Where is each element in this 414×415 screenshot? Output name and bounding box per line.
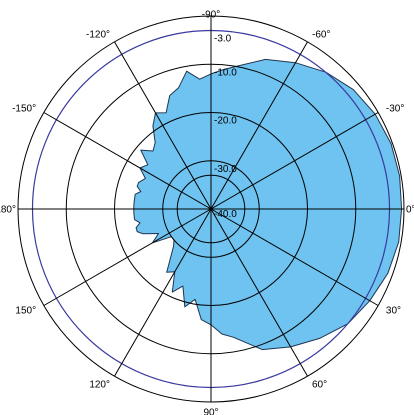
angle-label-30: 30°	[386, 306, 401, 317]
spoke-neg150	[43, 112, 212, 210]
radial-label-neg20: -20.0	[214, 116, 237, 127]
spoke-120	[114, 208, 212, 377]
angle-label-90: 90°	[203, 408, 218, 415]
spoke-60	[210, 208, 308, 377]
spoke-neg30	[210, 112, 379, 210]
angle-label-60: 60°	[312, 379, 327, 390]
spoke-neg60	[210, 41, 308, 210]
angle-label-0: 0°	[406, 205, 414, 216]
spoke-150	[43, 208, 212, 306]
angle-tick-labels: -90° -60° -30° 0° 30° 60° 90° 120° 150° 180° -150°…	[0, 10, 414, 415]
radial-label-neg3: -3.0	[214, 34, 232, 45]
angle-label-neg30: -30°	[386, 104, 404, 115]
angle-label-neg90: -90°	[202, 10, 220, 21]
radial-label-neg10: -10.0	[214, 67, 237, 78]
radial-label-neg40: -40.0	[214, 209, 237, 220]
angle-label-120: 120°	[89, 379, 110, 390]
angular-grid	[18, 16, 404, 402]
spoke-neg120	[114, 41, 212, 210]
angle-label-neg150: -150°	[12, 104, 36, 115]
radial-label-neg30: -30.0	[214, 164, 237, 175]
angle-label-180: 180°	[0, 205, 16, 216]
radial-tick-labels: -3.0 -10.0 -20.0 -30.0 -40.0	[214, 34, 237, 221]
angle-label-150: 150°	[15, 306, 36, 317]
angle-label-neg120: -120°	[86, 30, 110, 41]
angle-label-neg60: -60°	[312, 30, 330, 41]
spoke-30	[210, 208, 379, 306]
